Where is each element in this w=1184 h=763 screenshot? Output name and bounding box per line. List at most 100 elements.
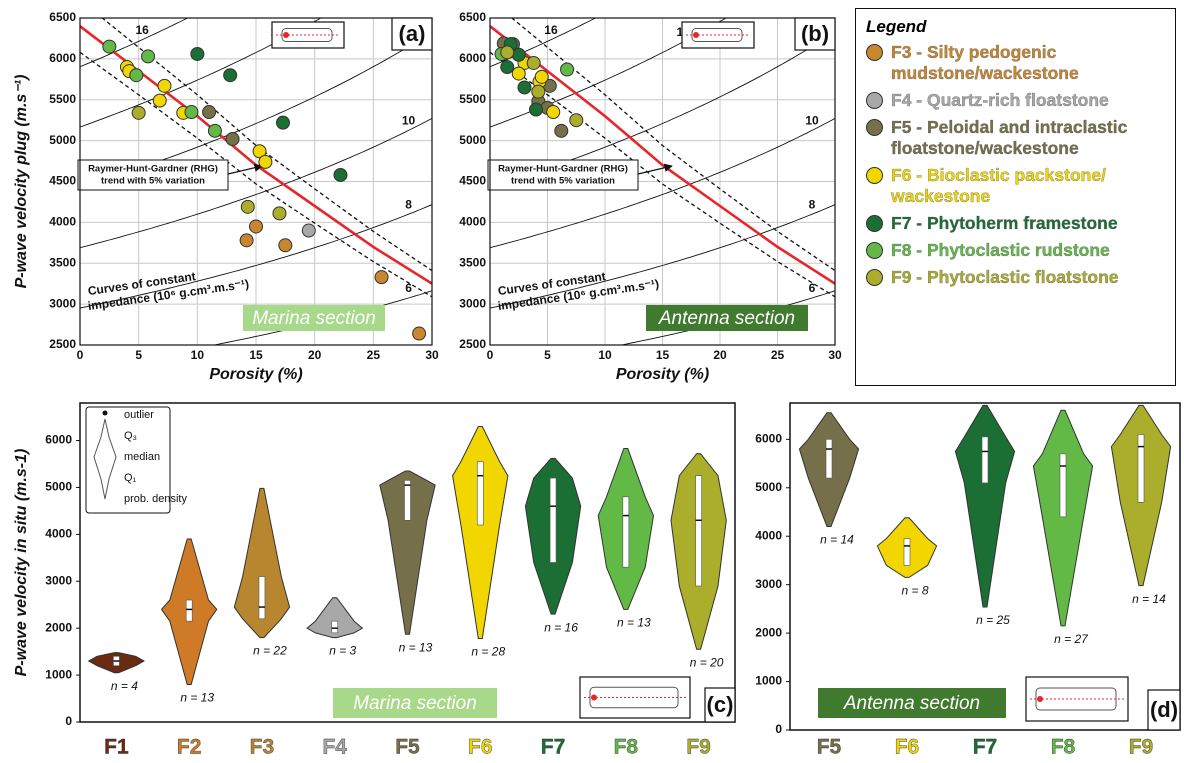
x-tick-label: 10: [598, 348, 612, 362]
n-label: n = 8: [901, 584, 928, 598]
data-point: [275, 115, 290, 130]
y-tick-label: 0: [775, 722, 782, 736]
data-point: [184, 105, 199, 120]
violin-box: [258, 576, 266, 620]
inset-icon: [283, 32, 289, 38]
legend-label: F6 - Bioclastic packstone/ wackestone: [891, 165, 1106, 206]
x-tick-label: 25: [771, 348, 785, 362]
n-label: n = 13: [399, 640, 433, 654]
violin-box: [825, 439, 833, 479]
x-tick-label: F8: [1051, 736, 1076, 759]
legend-label: F7 - Phytoherm framestone: [891, 213, 1118, 233]
n-label: n = 13: [180, 691, 214, 705]
data-point: [249, 219, 263, 234]
x-tick-label: 20: [308, 348, 322, 362]
x-tick-label: F2: [177, 736, 202, 759]
data-point: [333, 167, 348, 182]
trend-line: [80, 51, 432, 298]
impedance-label: 6: [809, 281, 816, 295]
annotation: trend with 5% variation: [511, 176, 615, 187]
y-tick-label: 4500: [49, 174, 76, 188]
y-tick-label: 2500: [49, 337, 76, 351]
y-tick-label: 6000: [459, 51, 486, 65]
data-point: [202, 105, 217, 120]
section-label: Antenna section: [843, 693, 980, 714]
n-label: n = 27: [1054, 632, 1089, 646]
data-point: [252, 144, 267, 159]
data-point: [141, 49, 156, 64]
n-label: n = 13: [617, 616, 651, 630]
data-point: [240, 199, 255, 214]
inset-violin: [93, 418, 117, 500]
legend: Legend F3 - Silty pedogenic mudstone/wack…: [855, 8, 1176, 386]
impedance-label: 8: [809, 197, 816, 211]
y-tick-label: 5000: [755, 480, 782, 494]
legend-label: F9 - Phytoclastic floatstone: [891, 267, 1119, 287]
data-point: [511, 66, 526, 81]
n-label: n = 25: [976, 613, 1010, 627]
n-label: n = 14: [1132, 592, 1166, 606]
legend-entry: F5 - Peloidal and intraclastic floatston…: [866, 117, 1165, 159]
inset-label: outlier: [124, 409, 154, 421]
impedance-label: 6: [405, 281, 412, 295]
legend-entry: F3 - Silty pedogenic mudstone/wackestone: [866, 42, 1165, 84]
violin: [452, 425, 509, 640]
data-point: [560, 62, 575, 77]
violin-box: [404, 480, 411, 521]
legend-entry: F9 - Phytoclastic floatstone: [866, 267, 1165, 288]
x-tick-label: 30: [828, 348, 842, 362]
inset-label: prob. density: [124, 493, 187, 505]
inset-label: Q₁: [124, 472, 137, 484]
legend-entry: F8 - Phytoclastic rudstone: [866, 240, 1165, 261]
x-tick-label: F4: [322, 736, 347, 759]
data-point: [531, 84, 546, 99]
data-point: [239, 233, 254, 248]
data-point: [190, 46, 205, 61]
violin: [233, 487, 291, 639]
data-point: [546, 105, 561, 120]
trend-line: [490, 51, 835, 298]
plot-frame: [79, 17, 433, 346]
y-tick-label: 3500: [459, 255, 486, 269]
y-tick-label: 1000: [755, 674, 782, 688]
impedance-label: 10: [402, 114, 416, 128]
y-tick-label: 6000: [45, 433, 72, 447]
violin-box: [1137, 434, 1145, 503]
y-tick-label: 6500: [459, 10, 486, 24]
impedance-curve: [80, 118, 432, 249]
trend-line: [101, 18, 432, 272]
x-tick-label: F9: [686, 736, 711, 759]
legend-swatch: [866, 92, 883, 109]
x-axis-title: Porosity (%): [209, 366, 302, 383]
legend-entry: F6 - Bioclastic packstone/ wackestone: [866, 165, 1165, 207]
panel-label-box: [1147, 689, 1181, 731]
data-point: [272, 206, 287, 221]
legend-entry: F4 - Quartz-rich floatstone: [866, 90, 1165, 111]
x-tick-label: F6: [468, 736, 493, 759]
legend-label: F8 - Phytoclastic rudstone: [891, 240, 1110, 260]
inset-label: median: [124, 451, 160, 463]
impedance-curve: [80, 18, 322, 128]
data-point: [517, 80, 532, 95]
violin-box: [981, 436, 989, 484]
legend-swatch: [866, 242, 883, 259]
y-tick-label: 5500: [49, 92, 76, 106]
data-point: [223, 68, 238, 83]
annotation-box: [77, 159, 229, 191]
violin: [954, 404, 1016, 608]
y-tick-label: 3000: [459, 296, 486, 310]
annotation: trend with 5% variation: [101, 176, 205, 187]
x-tick-label: 15: [656, 348, 670, 362]
y-tick-label: 2000: [755, 625, 782, 639]
x-tick-label: F6: [895, 736, 920, 759]
impedance-curve: [490, 18, 597, 68]
y-tick-label: 5500: [459, 92, 486, 106]
impedance-label: 16: [544, 23, 558, 37]
data-point: [278, 238, 293, 253]
n-label: n = 4: [111, 679, 138, 693]
y-tick-label: 6000: [49, 51, 76, 65]
trend-line: [510, 18, 835, 272]
inset-icon: [693, 32, 699, 38]
panel-label: (d): [1150, 697, 1178, 722]
